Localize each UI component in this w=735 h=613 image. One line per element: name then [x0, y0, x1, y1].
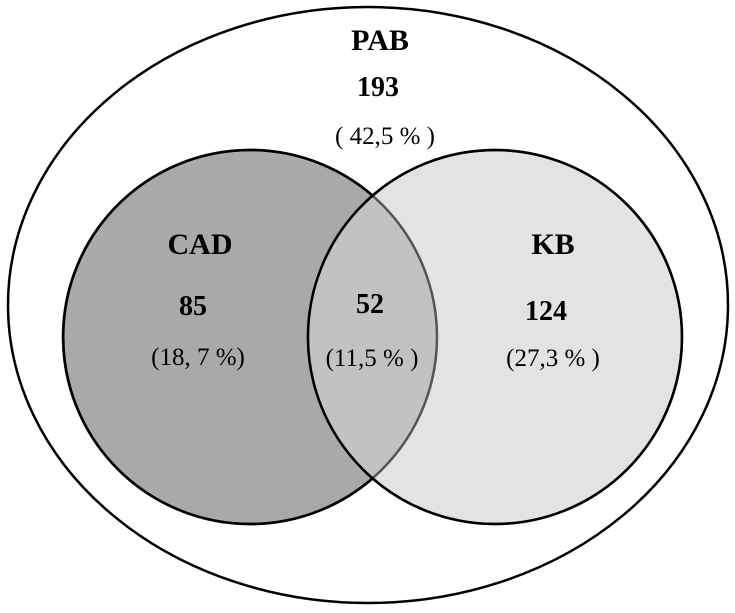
cad-outer-arc: [62, 148, 374, 526]
kb-label: KB: [531, 228, 574, 261]
pab-count: 193: [357, 72, 399, 103]
kb-percent: (27,3 % ): [506, 345, 600, 372]
cad-label: CAD: [168, 228, 233, 261]
intersection-lens: [308, 150, 437, 524]
pab-label: PAB: [351, 24, 409, 57]
cad-percent: (18, 7 %): [151, 344, 245, 371]
cad-count: 85: [179, 291, 207, 322]
kb-count: 124: [525, 296, 567, 327]
pab-percent: ( 42,5 % ): [335, 123, 435, 150]
intersection-percent: (11,5 % ): [326, 345, 419, 372]
intersection-count: 52: [356, 289, 384, 320]
kb-outline: [306, 148, 684, 526]
